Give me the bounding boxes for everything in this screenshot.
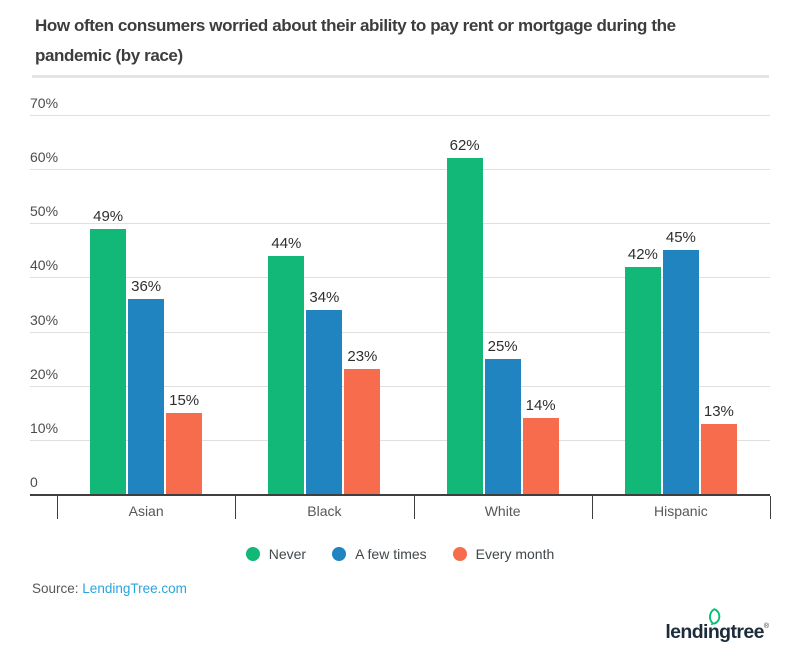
gridline	[30, 385, 770, 387]
y-axis-label: 50%	[30, 203, 59, 220]
bar-value-label: 15%	[169, 391, 200, 409]
legend-dot-every-month	[452, 547, 467, 561]
chart-title-line-1: How often consumers worried about their …	[35, 16, 676, 35]
gridline	[30, 115, 770, 116]
y-axis-label: 10%	[30, 419, 59, 436]
x-axis-tick	[413, 496, 415, 519]
category-label: Asian	[128, 503, 164, 519]
bar	[306, 309, 343, 494]
bar	[268, 255, 305, 494]
bar-value-label: 13%	[703, 402, 734, 420]
y-axis-label: 30%	[30, 311, 59, 328]
category-label: White	[484, 503, 521, 519]
bar-value-label: 49%	[93, 207, 124, 225]
bar-value-label: 14%	[525, 397, 556, 415]
y-axis-label: 60%	[30, 149, 59, 166]
bar-value-label: 25%	[487, 337, 518, 355]
bar-value-label: 34%	[309, 288, 340, 306]
legend-dot-a-few-times	[332, 547, 347, 561]
y-axis-label: 40%	[30, 257, 59, 274]
x-axis-tick	[235, 496, 237, 519]
legend-label-every-month: Every month	[475, 546, 555, 562]
legend-dot-never	[245, 547, 260, 561]
y-axis-label: 0	[30, 474, 38, 490]
logo-wordmark: lendingtree	[665, 621, 764, 643]
chart-title-line-2: pandemic (by race)	[35, 46, 183, 65]
bar-value-label: 44%	[271, 234, 302, 252]
gridline	[30, 223, 770, 225]
bar-value-label: 23%	[347, 348, 378, 366]
x-axis-tick	[57, 496, 58, 519]
bar-value-label: 62%	[449, 137, 480, 155]
chart-legend: Never A few times Every month	[0, 541, 800, 567]
source-link[interactable]: LendingTree.com	[82, 581, 187, 596]
x-axis-line	[30, 494, 770, 496]
gridline	[30, 439, 770, 441]
chart-title: How often consumers worried about their …	[35, 11, 775, 71]
category-label: Black	[307, 503, 342, 519]
source-label: Source:	[32, 581, 79, 596]
source-line: Source: LendingTree.com	[32, 581, 187, 596]
legend-item-never: Never	[245, 546, 307, 562]
bar	[166, 412, 203, 494]
category-label: Hispanic	[654, 503, 708, 519]
legend-item-a-few-times: A few times	[332, 546, 427, 562]
bar	[700, 423, 737, 494]
legend-label-never: Never	[268, 546, 307, 562]
bar	[446, 158, 483, 494]
bar	[344, 369, 381, 494]
lendingtree-logo: lendingtree®	[665, 608, 769, 644]
legend-item-every-month: Every month	[452, 546, 555, 562]
title-divider	[32, 75, 769, 78]
gridline	[30, 277, 770, 279]
y-axis-label: 70%	[30, 95, 59, 111]
gridline	[30, 331, 770, 333]
bar-value-label: 45%	[665, 229, 696, 247]
gridline	[30, 169, 770, 171]
bar	[662, 250, 699, 494]
x-axis-tick	[770, 496, 771, 519]
registered-mark: ®	[763, 623, 769, 630]
y-axis-label: 20%	[30, 365, 59, 382]
x-axis-tick	[591, 496, 593, 519]
bar	[90, 228, 127, 494]
bar	[624, 266, 661, 494]
bar-value-label: 36%	[131, 278, 162, 296]
bar	[484, 358, 521, 494]
leaf-icon	[709, 608, 721, 625]
bar	[522, 418, 559, 494]
bar-value-label: 42%	[627, 245, 658, 263]
legend-label-a-few-times: A few times	[355, 546, 427, 562]
bar	[128, 299, 165, 494]
